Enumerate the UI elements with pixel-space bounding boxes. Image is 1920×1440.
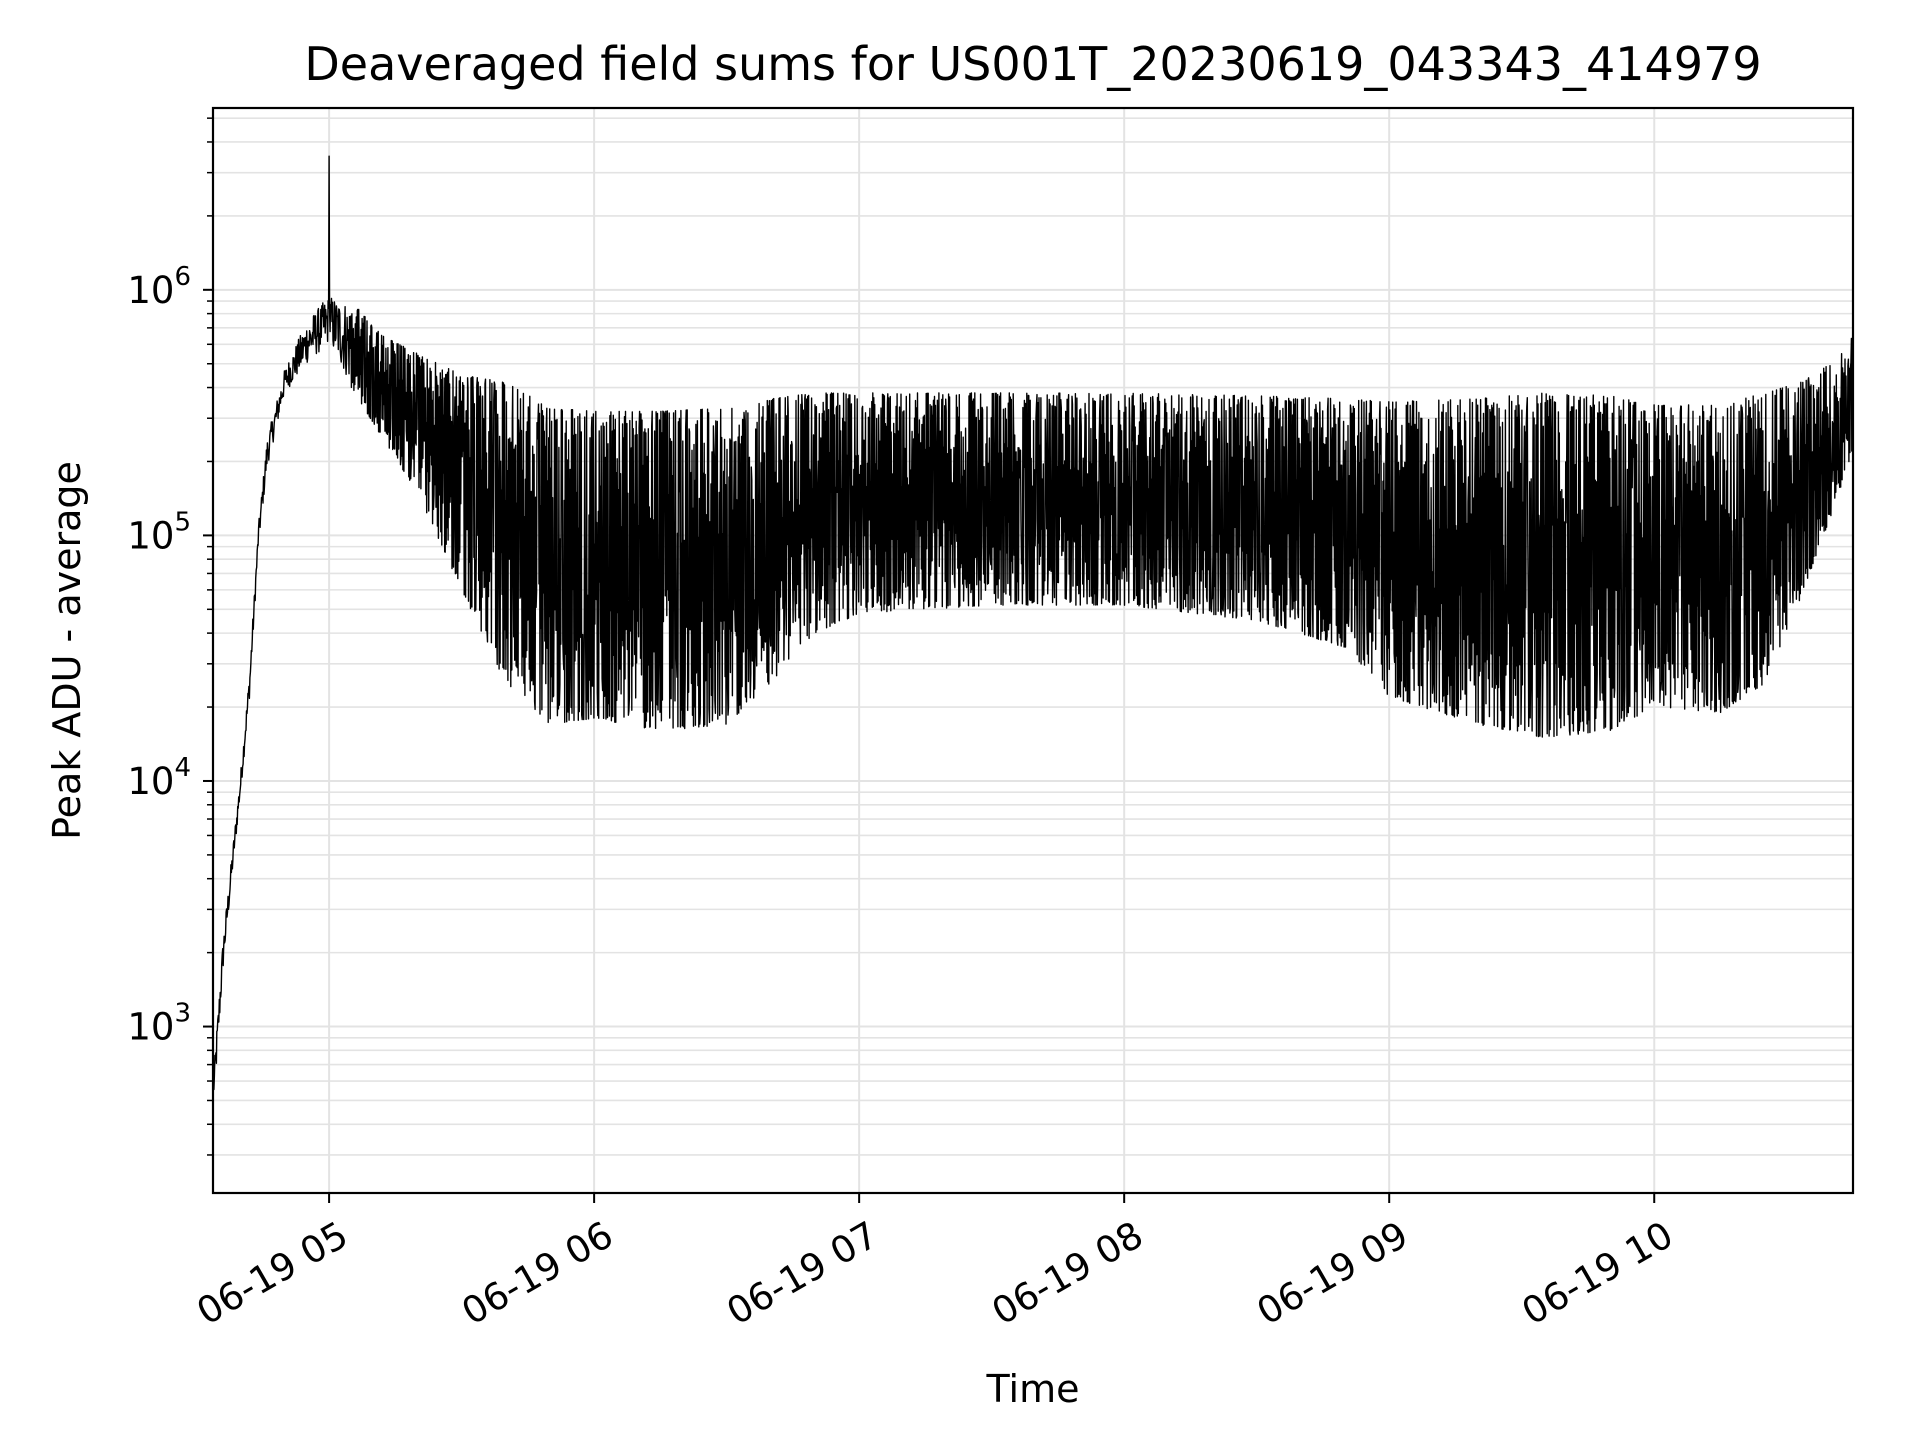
y-axis-label: Peak ADU - average: [45, 461, 89, 840]
y-tick-exponent: 4: [174, 753, 191, 783]
y-tick-label: 103: [127, 999, 191, 1049]
y-tick-exponent: 5: [174, 507, 191, 537]
y-tick-base: 10: [127, 760, 174, 803]
y-tick-label: 104: [127, 753, 191, 803]
chart-title: Deaveraged field sums for US001T_2023061…: [304, 37, 1761, 91]
y-tick-label: 105: [127, 507, 191, 557]
y-tick-exponent: 3: [174, 999, 191, 1029]
x-axis-label: Time: [986, 1367, 1080, 1411]
y-tick-base: 10: [127, 269, 174, 312]
plot-area: [212, 155, 1854, 1091]
y-tick-exponent: 6: [174, 262, 191, 292]
y-tick-base: 10: [127, 1006, 174, 1049]
plot-frame: [211, 106, 1855, 1195]
series-line: [212, 155, 1854, 1091]
y-tick-label: 106: [127, 262, 191, 312]
y-tick-base: 10: [127, 514, 174, 557]
